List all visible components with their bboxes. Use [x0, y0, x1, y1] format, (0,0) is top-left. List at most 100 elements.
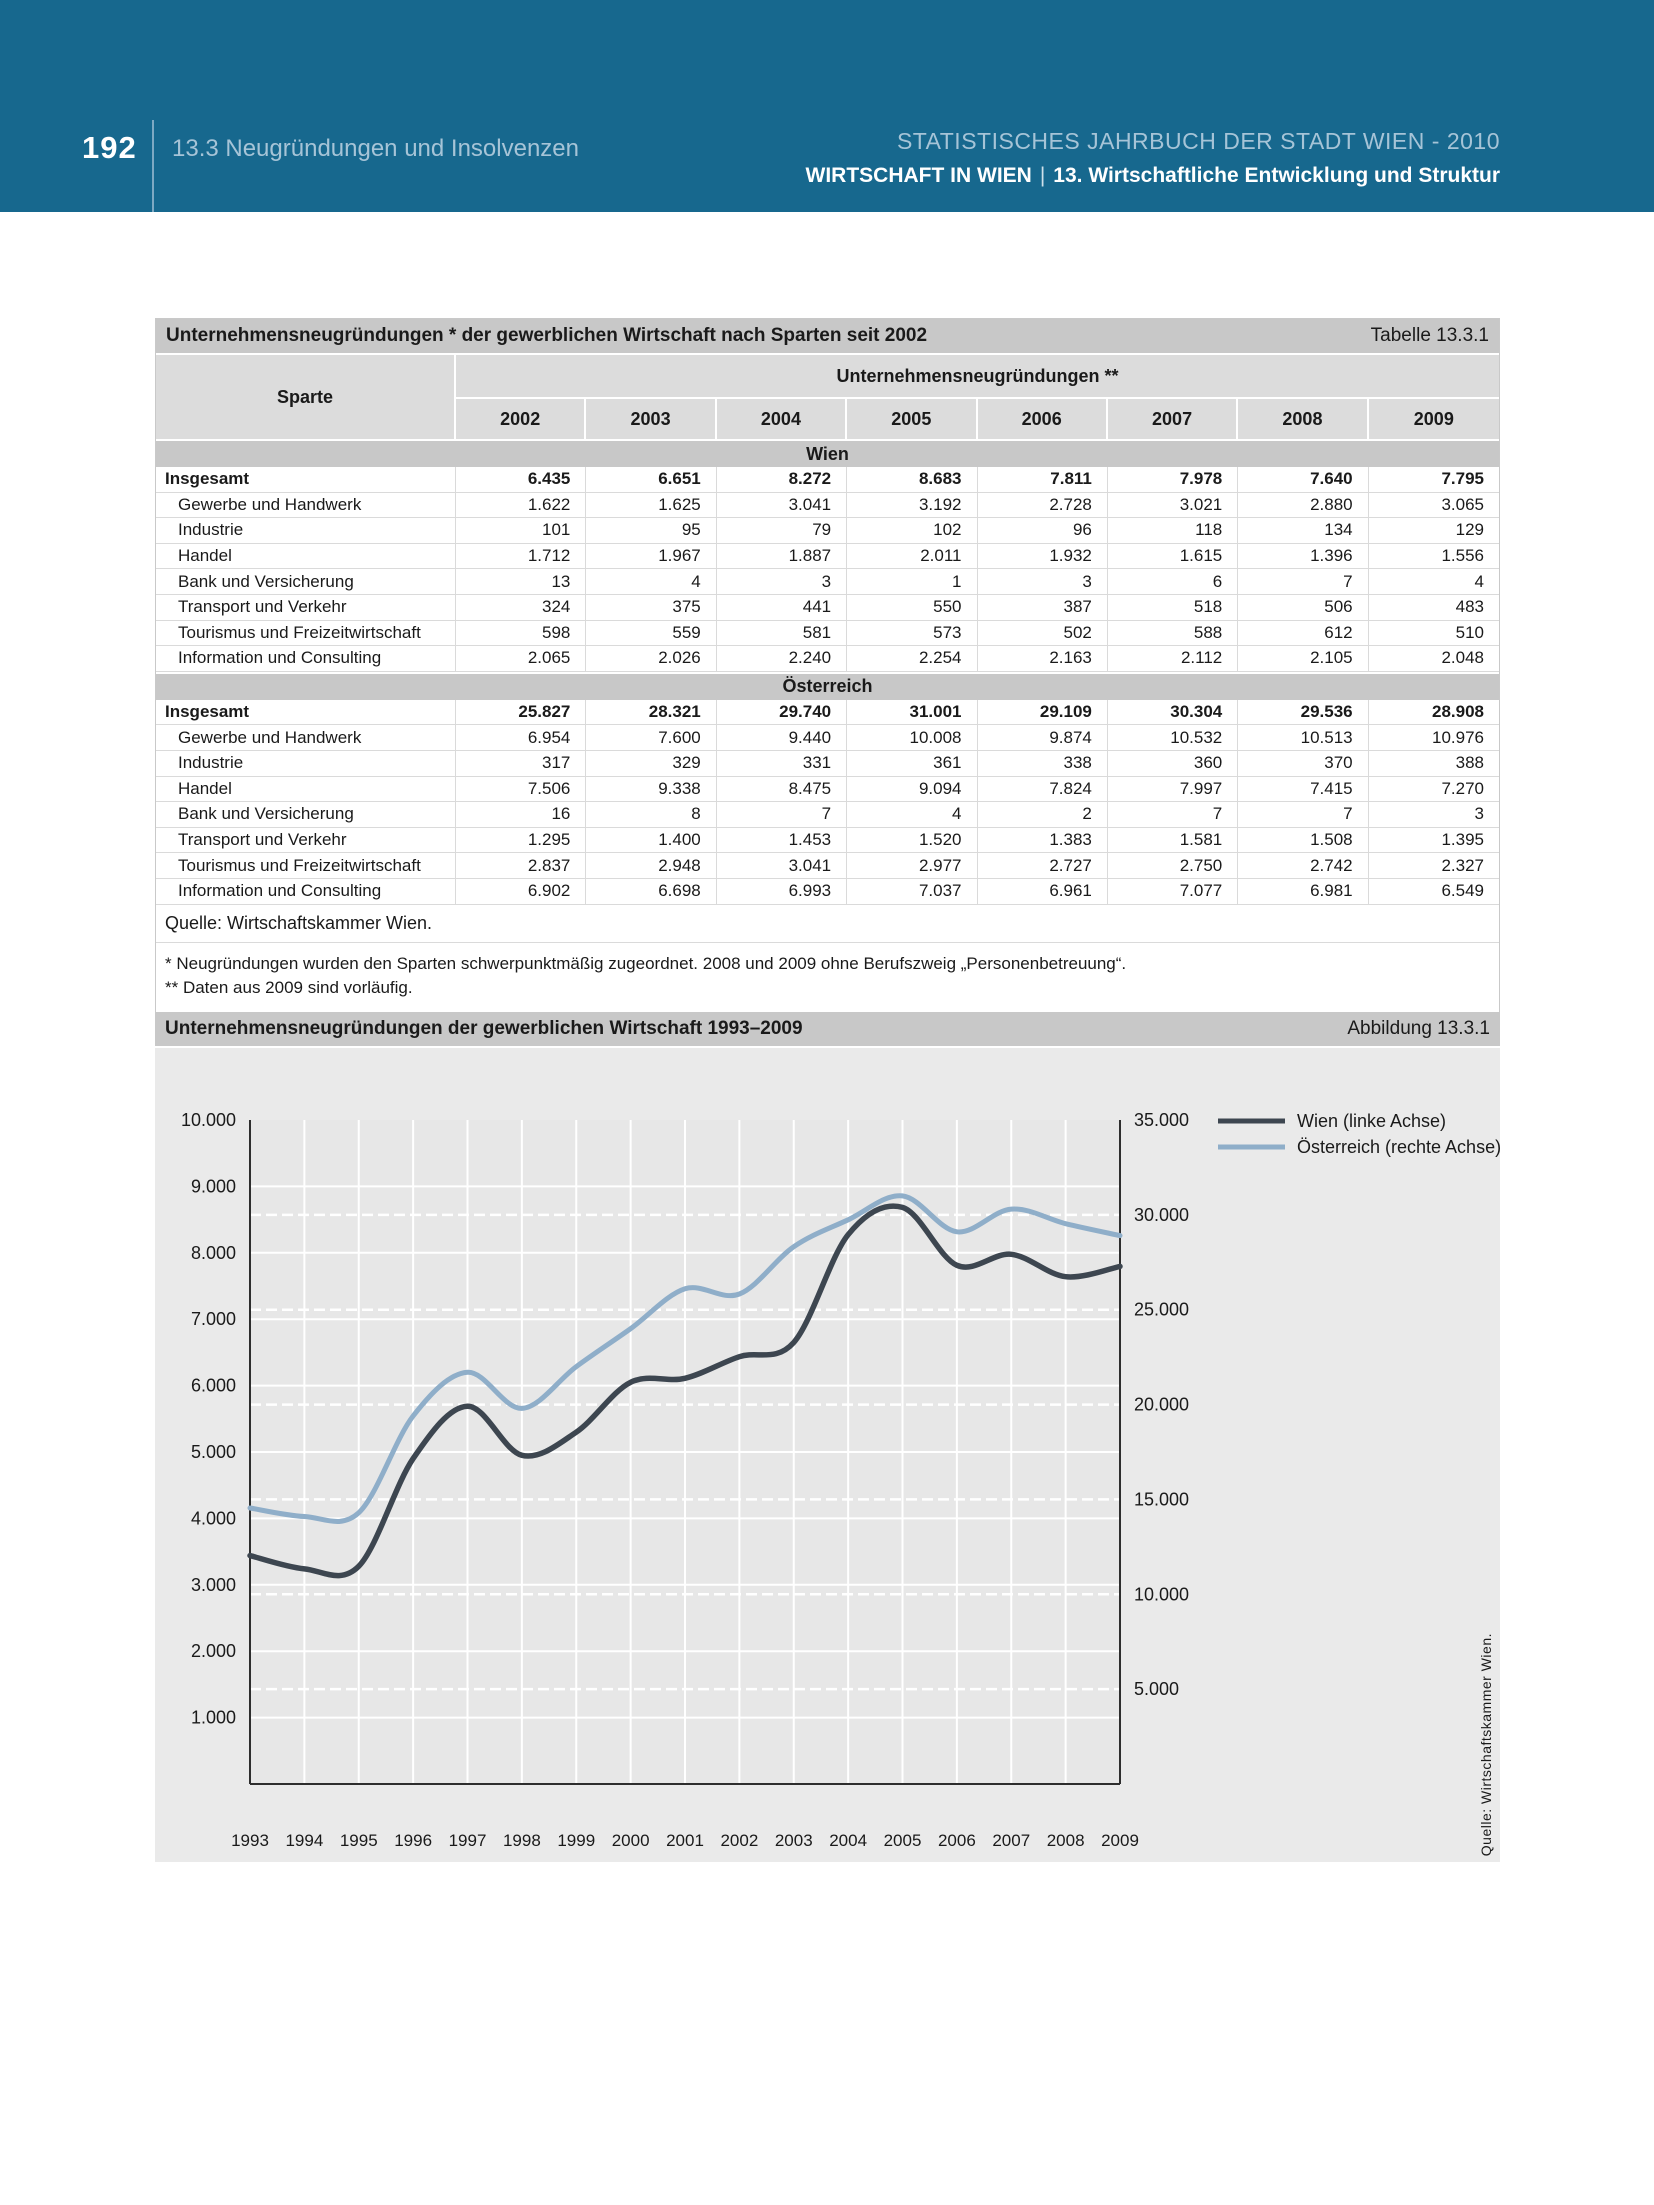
table-row: Transport und Verkehr 324 375 441 550 387 518 5…: [156, 594, 1499, 621]
column-header-sparte: Sparte: [156, 355, 456, 439]
cell-value: 2.112: [1108, 646, 1239, 671]
cell-value: 7.795: [1441, 469, 1484, 489]
x-axis-tick-label: 2001: [666, 1831, 704, 1850]
table-row: Bank und Versicherung 16 8 7 4 2 7 7 3: [156, 802, 1499, 828]
figure-source: Quelle: Wirtschaftskammer Wien.: [1478, 1632, 1494, 1856]
cell-value: 2.163: [978, 646, 1108, 671]
row-label: Insgesamt: [156, 699, 456, 725]
cell-value: 31.001: [847, 699, 978, 725]
table-row: Bank und Versicherung 13 4 3 1 3 6 7 4: [156, 569, 1499, 595]
cell-value: 375: [586, 594, 717, 620]
x-axis-tick-label: 2009: [1101, 1831, 1139, 1850]
table-title: Unternehmensneugründungen * der gewerbli…: [166, 325, 928, 346]
cell-value: 30.304: [1108, 699, 1239, 725]
series-line-wien: [247, 1203, 1123, 1579]
cell-value: 317: [456, 750, 587, 776]
cell-value: 10.513: [1238, 725, 1369, 750]
cell-value: 2.727: [978, 853, 1108, 878]
year-header: 2003: [586, 399, 717, 439]
chapter-title: WIRTSCHAFT IN WIEN | 13. Wirtschaftliche E…: [806, 164, 1500, 188]
row-label: Transport und Verkehr: [156, 594, 456, 620]
cell-value: 4: [847, 802, 978, 827]
table-row: Industrie 101 95 79 102 96 118 134 129: [156, 518, 1499, 544]
cell-value: 6.961: [978, 878, 1108, 904]
year-header-row: 2002 2003 2004 2005 2006 2007 2008 2009: [456, 399, 1499, 439]
line-chart-svg: 1.000 2.000 3.000 4.000 5.000 6.000 7.000 8.000…: [181, 1110, 1501, 1850]
cell-value: 1.396: [1238, 543, 1369, 569]
cell-value: 9.094: [847, 776, 978, 802]
cell-value: 10.976: [1432, 727, 1484, 747]
x-axis-tick-label: 2002: [720, 1831, 758, 1850]
row-label: Tourismus und Freizeitwirtschaft: [156, 853, 456, 878]
left-axis-tick-label: 1.000: [191, 1708, 236, 1728]
x-axis-tick-label: 2007: [992, 1831, 1030, 1850]
table-row: Tourismus und Freizeitwirtschaft 598 559 58…: [156, 620, 1499, 647]
cell-value: 2.048: [1441, 648, 1484, 668]
footnote: ** Daten aus 2009 sind vorläufig.: [165, 978, 413, 998]
x-axis-tick-label: 1998: [503, 1831, 541, 1850]
chapter-title-part2: 13. Wirtschaftliche Entwicklung und Stru…: [1053, 164, 1500, 187]
cell-value: 9.440: [717, 725, 848, 750]
cell-value: 6.549: [1441, 881, 1484, 901]
figure-title-bar: Unternehmensneugründungen der gewerblich…: [155, 1012, 1500, 1048]
left-axis-tick-label: 4.000: [191, 1508, 236, 1528]
footnote: * Neugründungen wurden den Sparten schwe…: [165, 953, 1127, 973]
cell-value: 1.932: [978, 543, 1108, 569]
cell-value: 329: [586, 750, 717, 776]
cell-value: 387: [978, 594, 1108, 620]
section-title: 13.3 Neugründungen und Insolvenzen: [172, 135, 579, 162]
cell-value: 9.338: [586, 776, 717, 802]
cell-value: 28.908: [1432, 702, 1484, 722]
figure-panel: Unternehmensneugründungen der gewerblich…: [155, 1012, 1501, 1862]
cell-value: 7: [1108, 802, 1239, 827]
cell-value: 79: [717, 518, 848, 543]
column-group-header: Unternehmensneugründungen **: [456, 355, 1499, 399]
left-axis-tick-label: 8.000: [191, 1243, 236, 1263]
cell-value: 573: [847, 620, 978, 646]
cell-value: 1.887: [717, 543, 848, 569]
year-header: 2006: [977, 399, 1108, 439]
cell-value: 2.327: [1441, 855, 1484, 875]
year-header: 2005: [847, 399, 978, 439]
cell-value: 9.874: [978, 725, 1108, 750]
cell-value: 441: [717, 594, 848, 620]
cell-value: 7: [1238, 569, 1369, 594]
x-axis-tick-label: 1999: [557, 1831, 595, 1850]
x-axis-tick-label: 2005: [884, 1831, 922, 1850]
table-title-bar: Unternehmensneugründungen * der gewerbli…: [156, 319, 1499, 355]
cell-value: 10.008: [847, 725, 978, 750]
cell-value: 7: [717, 802, 848, 827]
cell-value: 29.109: [978, 699, 1108, 725]
row-label: Handel: [156, 776, 456, 802]
cell-value: 550: [847, 594, 978, 620]
cell-value: 8.272: [717, 467, 848, 492]
cell-value: 2.742: [1238, 853, 1369, 878]
cell-value: 8.475: [717, 776, 848, 802]
page-number: 192: [82, 130, 137, 165]
cell-value: 28.321: [586, 699, 717, 725]
cell-value: 502: [978, 620, 1108, 646]
cell-value: 2.240: [717, 646, 848, 671]
cell-value: 7.824: [978, 776, 1108, 802]
cell-value: 2.948: [586, 853, 717, 878]
table-row: Transport und Verkehr 1.295 1.400 1.453 1.52…: [156, 827, 1499, 854]
cell-value: 134: [1238, 518, 1369, 543]
header-divider: [152, 120, 154, 212]
cell-value: 324: [456, 594, 587, 620]
cell-value: 118: [1108, 518, 1239, 543]
table-row: Insgesamt 25.827 28.321 29.740 31.001 29.109 3…: [156, 699, 1499, 726]
table-row: Information und Consulting 2.065 2.026 2.24…: [156, 646, 1499, 672]
left-axis-tick-label: 7.000: [191, 1309, 236, 1329]
cell-value: 7.600: [586, 725, 717, 750]
cell-value: 506: [1238, 594, 1369, 620]
cell-value: 7.997: [1108, 776, 1239, 802]
chapter-title-separator: |: [1039, 164, 1046, 187]
cell-value: 102: [847, 518, 978, 543]
figure-title: Unternehmensneugründungen der gewerblich…: [165, 1018, 803, 1039]
table-row: Information und Consulting 6.902 6.698 6.99…: [156, 878, 1499, 904]
cell-value: 7.978: [1108, 467, 1239, 492]
row-label: Industrie: [156, 750, 456, 776]
cell-value: 8.683: [847, 467, 978, 492]
left-axis-tick-label: 6.000: [191, 1376, 236, 1396]
cell-value: 13: [456, 569, 587, 594]
